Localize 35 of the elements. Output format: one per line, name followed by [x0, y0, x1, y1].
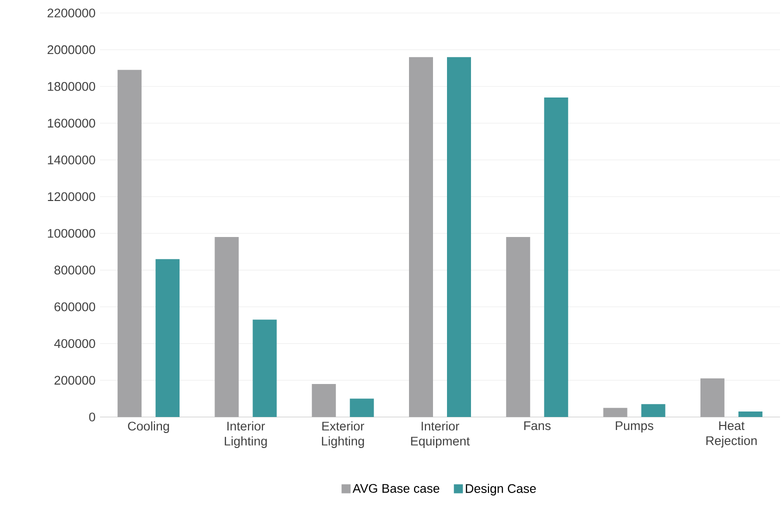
bar [641, 404, 666, 417]
bar [350, 398, 374, 417]
y-tick-label: 600000 [54, 302, 96, 312]
bar [738, 411, 762, 417]
y-tick-label: 1400000 [48, 155, 96, 164]
y-tick-label: 1000000 [48, 228, 96, 238]
y-tick-label: 1200000 [48, 192, 96, 202]
bar [700, 378, 724, 417]
bar [447, 57, 471, 417]
x-tick-label: Fans [524, 421, 551, 430]
bar [544, 97, 568, 417]
bar [409, 57, 433, 417]
y-tick-label: 2200000 [48, 8, 96, 18]
y-tick-label: 2000000 [48, 45, 96, 54]
y-tick-label: 400000 [54, 339, 96, 348]
bar [252, 320, 277, 417]
x-tick-label: Interior Lighting [224, 421, 267, 448]
y-tick-label: 0 [89, 412, 96, 422]
bar [118, 70, 142, 417]
x-tick-label: Pumps [616, 421, 654, 433]
x-tick-label: Interior Equipment [411, 421, 470, 448]
x-tick-label: Cooling [128, 421, 169, 434]
legend-label: AVG Base case [352, 484, 440, 493]
bar [214, 237, 239, 417]
bar [603, 408, 628, 417]
legend-label: Design Case [466, 484, 536, 496]
y-tick-label: 1800000 [48, 82, 96, 91]
bar [156, 259, 180, 417]
x-tick-label: Exterior Lighting [322, 421, 364, 448]
y-tick-label: 1600000 [48, 118, 96, 128]
bar [312, 384, 336, 417]
y-tick-label: 200000 [54, 376, 96, 385]
x-tick-label: Heat Rejection [706, 421, 757, 448]
bar [506, 237, 530, 417]
y-tick-label: 800000 [54, 266, 96, 275]
